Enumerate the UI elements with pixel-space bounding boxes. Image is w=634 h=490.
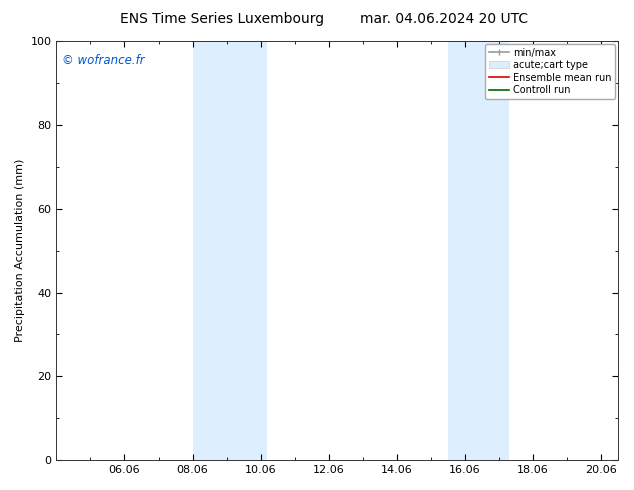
Text: ENS Time Series Luxembourg: ENS Time Series Luxembourg <box>120 12 324 26</box>
Text: © wofrance.fr: © wofrance.fr <box>62 53 145 67</box>
Legend: min/max, acute;cart type, Ensemble mean run, Controll run: min/max, acute;cart type, Ensemble mean … <box>486 44 615 99</box>
Bar <box>448 41 509 460</box>
Bar <box>193 41 268 460</box>
Text: mar. 04.06.2024 20 UTC: mar. 04.06.2024 20 UTC <box>359 12 528 26</box>
Y-axis label: Precipitation Accumulation (mm): Precipitation Accumulation (mm) <box>15 159 25 343</box>
